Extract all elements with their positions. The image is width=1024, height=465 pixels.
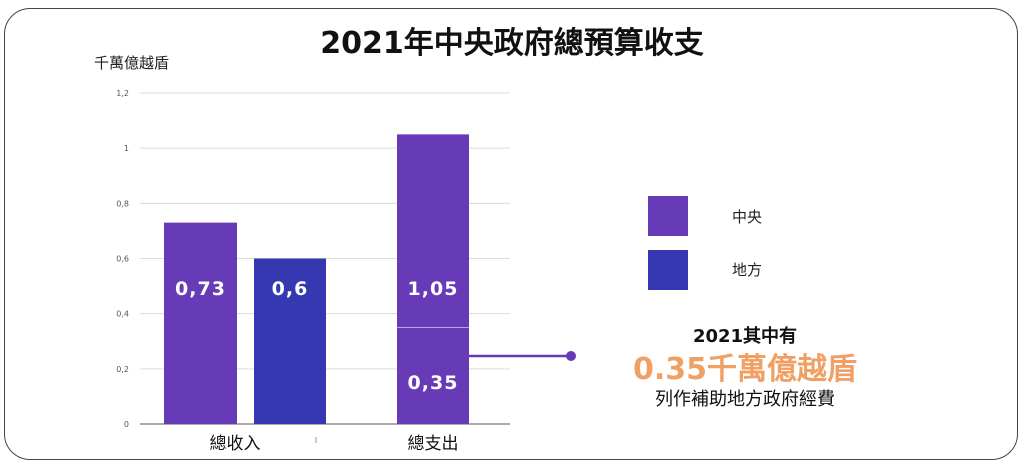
y-tick-label: 0,8: [116, 199, 129, 208]
y-tick-label: 1: [124, 144, 129, 153]
y-tick-label: 0,2: [116, 365, 129, 374]
x-category-label: 總收入: [210, 434, 261, 454]
bar-central: [397, 134, 469, 424]
legend-label-local: 地方: [732, 261, 763, 279]
y-axis-unit-label: 千萬億越盾: [94, 54, 170, 72]
y-tick-label: 0,4: [116, 310, 129, 319]
chart-frame: [4, 8, 1018, 460]
bar-value-label: 0,73: [175, 278, 226, 300]
bar-central: [164, 222, 237, 424]
chart-title: 2021年中央政府總預算收支: [320, 26, 704, 61]
annotation-connector-dot: [566, 351, 576, 361]
legend-swatch-central: [648, 196, 688, 236]
x-category-label: 總支出: [408, 434, 459, 454]
annotation-amount: 0.35千萬億越盾: [632, 352, 858, 387]
sub-segment-value-label: 0,35: [408, 372, 459, 394]
y-tick-label: 0: [124, 420, 129, 429]
y-tick-label: 1,2: [116, 89, 129, 98]
bar-local: [254, 258, 326, 424]
annotation-line-3: 列作補助地方政府經費: [655, 389, 835, 410]
bar-value-label: 0,6: [272, 278, 309, 300]
legend-label-central: 中央: [732, 208, 763, 226]
legend-swatch-local: [648, 250, 688, 290]
annotation-line-1: 2021其中有: [692, 326, 798, 347]
y-tick-label: 0,6: [116, 255, 129, 264]
bar-value-label: 1,05: [408, 278, 459, 300]
